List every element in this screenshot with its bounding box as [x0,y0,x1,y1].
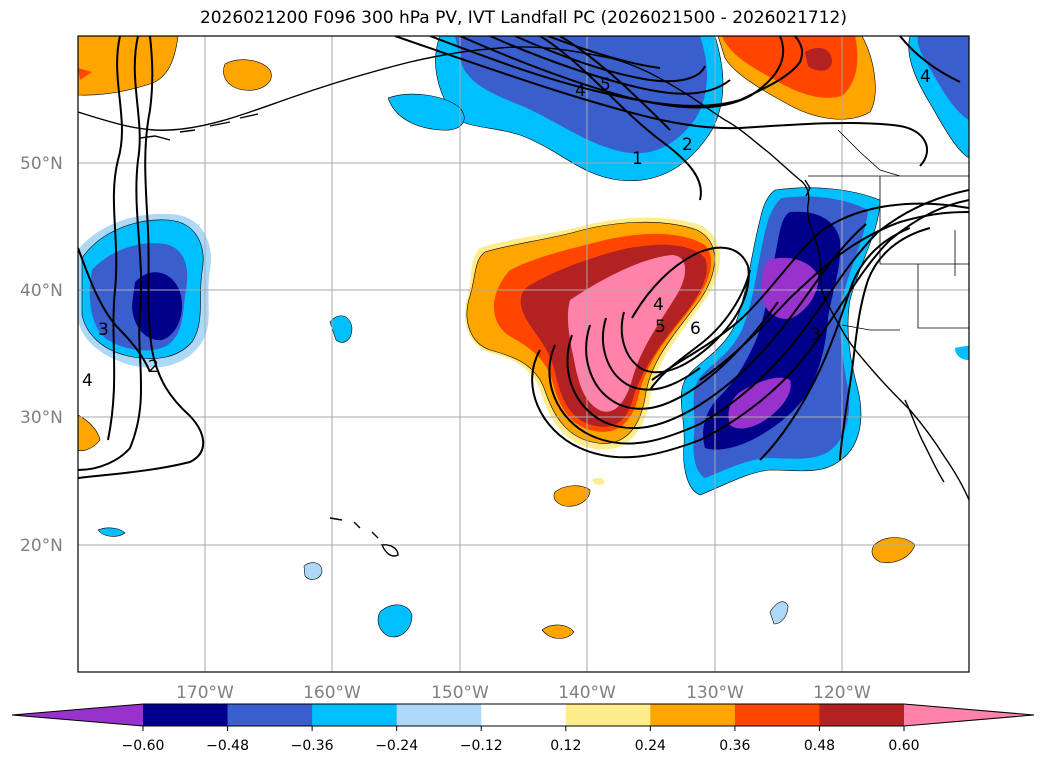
map-title: 2026021200 F096 300 hPa PV, IVT Landfall… [199,8,847,28]
lon-label: 160°W [303,683,361,703]
lon-label: 150°W [431,683,489,703]
map-frame [77,35,970,673]
lon-label: 170°W [176,683,234,703]
colorbar-tick-label: 0.48 [804,738,835,754]
small-anomaly-patches [78,315,916,639]
pv-positive-anomaly-ne [717,36,876,120]
colorbar-tick-label: 0.12 [550,738,581,754]
colorbar-extend-high [904,704,1034,726]
colorbar-tick-label: 0.36 [719,738,750,754]
colorbar-segment [312,704,398,726]
contour-label: 3 [98,320,109,340]
contour-labels: 5 4 1 2 4 5 6 3 2 3 4 4 [82,67,931,391]
colorbar-tick-label: −0.36 [291,738,334,754]
contour-label: 5 [655,317,666,337]
latitude-labels: 50°N 40°N 30°N 20°N [20,154,63,556]
colorbar-tick-label: 0.24 [635,738,666,754]
contour-label: 4 [653,295,664,315]
contour-label: 4 [82,371,93,391]
lat-label: 20°N [20,536,63,556]
lat-label: 40°N [20,281,63,301]
contour-label: 5 [600,75,611,95]
colorbar-segment [227,704,313,726]
colorbar-segment [481,704,567,726]
contour-label: 1 [632,149,643,169]
contour-label: 2 [682,135,693,155]
colorbar-segment [396,704,482,726]
map-area: 5 4 1 2 4 5 6 3 2 3 4 4 [78,36,969,672]
contour-label: 6 [690,319,701,339]
coastlines [78,46,969,557]
lat-label: 50°N [20,154,63,174]
political-borders [808,129,969,331]
lat-label: 30°N [20,408,63,428]
ivt-contours [78,36,969,479]
colorbar-segment [650,704,736,726]
longitude-labels: 170°W 160°W 150°W 140°W 130°W 120°W [176,683,871,703]
colorbar-segment [143,704,229,726]
lon-label: 120°W [813,683,871,703]
colorbar-tick-label: −0.48 [206,738,249,754]
gridlines [78,36,969,672]
pv-negative-anomaly-west [78,213,211,368]
colorbar-segment [734,704,820,726]
colorbar-tick-label: 0.60 [888,738,919,754]
colorbar-tick-label: −0.60 [122,738,165,754]
colorbar [11,703,1035,727]
colorbar-segment [819,704,905,726]
contour-label: 4 [920,67,931,87]
colorbar-extend-low [12,704,143,726]
contour-label: 3 [810,325,821,345]
lon-label: 130°W [686,683,744,703]
pv-negative-anomaly-far-ne [908,36,969,159]
colorbar-segment [565,704,651,726]
lon-label: 140°W [558,683,616,703]
contour-label: 4 [575,81,586,101]
colorbar-tick-labels: −0.60 −0.48 −0.36 −0.24 −0.12 0.12 0.24 0.36 0.4… [122,726,920,754]
colorbar-tick-label: −0.24 [375,738,418,754]
contour-label: 2 [148,357,159,377]
colorbar-tick-label: −0.12 [460,738,503,754]
